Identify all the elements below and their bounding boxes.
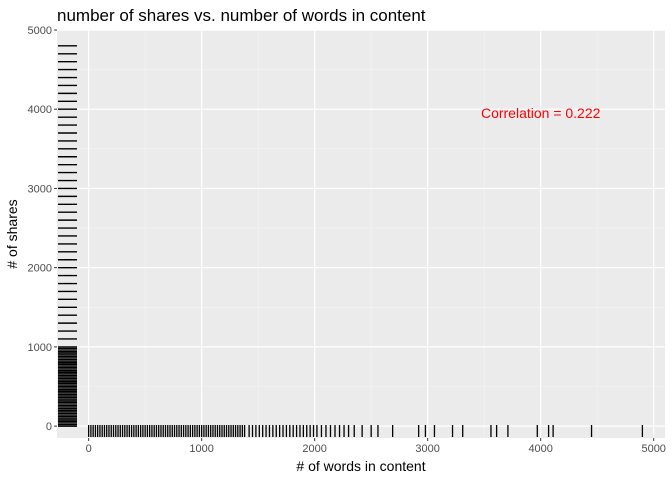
- chart-title: number of shares vs. number of words in …: [57, 6, 426, 25]
- x-tick-label: 1000: [189, 443, 213, 455]
- x-axis-title: # of words in content: [296, 458, 425, 474]
- y-tick-label: 4000: [28, 104, 52, 116]
- y-tick-label: 5000: [28, 25, 52, 37]
- y-tick-label: 2000: [28, 263, 52, 275]
- x-tick-label: 2000: [302, 443, 326, 455]
- y-tick-label: 3000: [28, 183, 52, 195]
- x-tick-label: 4000: [528, 443, 552, 455]
- x-tick-label: 3000: [415, 443, 439, 455]
- x-axis-ticks: 0 1000 2000 3000 4000 5000: [86, 438, 666, 455]
- correlation-annotation: Correlation = 0.222: [481, 105, 601, 121]
- y-axis-title: # of shares: [4, 199, 20, 268]
- x-tick-label: 0: [86, 443, 92, 455]
- x-tick-label: 5000: [641, 443, 665, 455]
- y-axis-ticks: 0 1000 2000 3000 4000 5000: [28, 25, 57, 433]
- y-tick-label: 1000: [28, 342, 52, 354]
- plot-panel: [57, 30, 665, 438]
- y-tick-label: 0: [46, 421, 52, 433]
